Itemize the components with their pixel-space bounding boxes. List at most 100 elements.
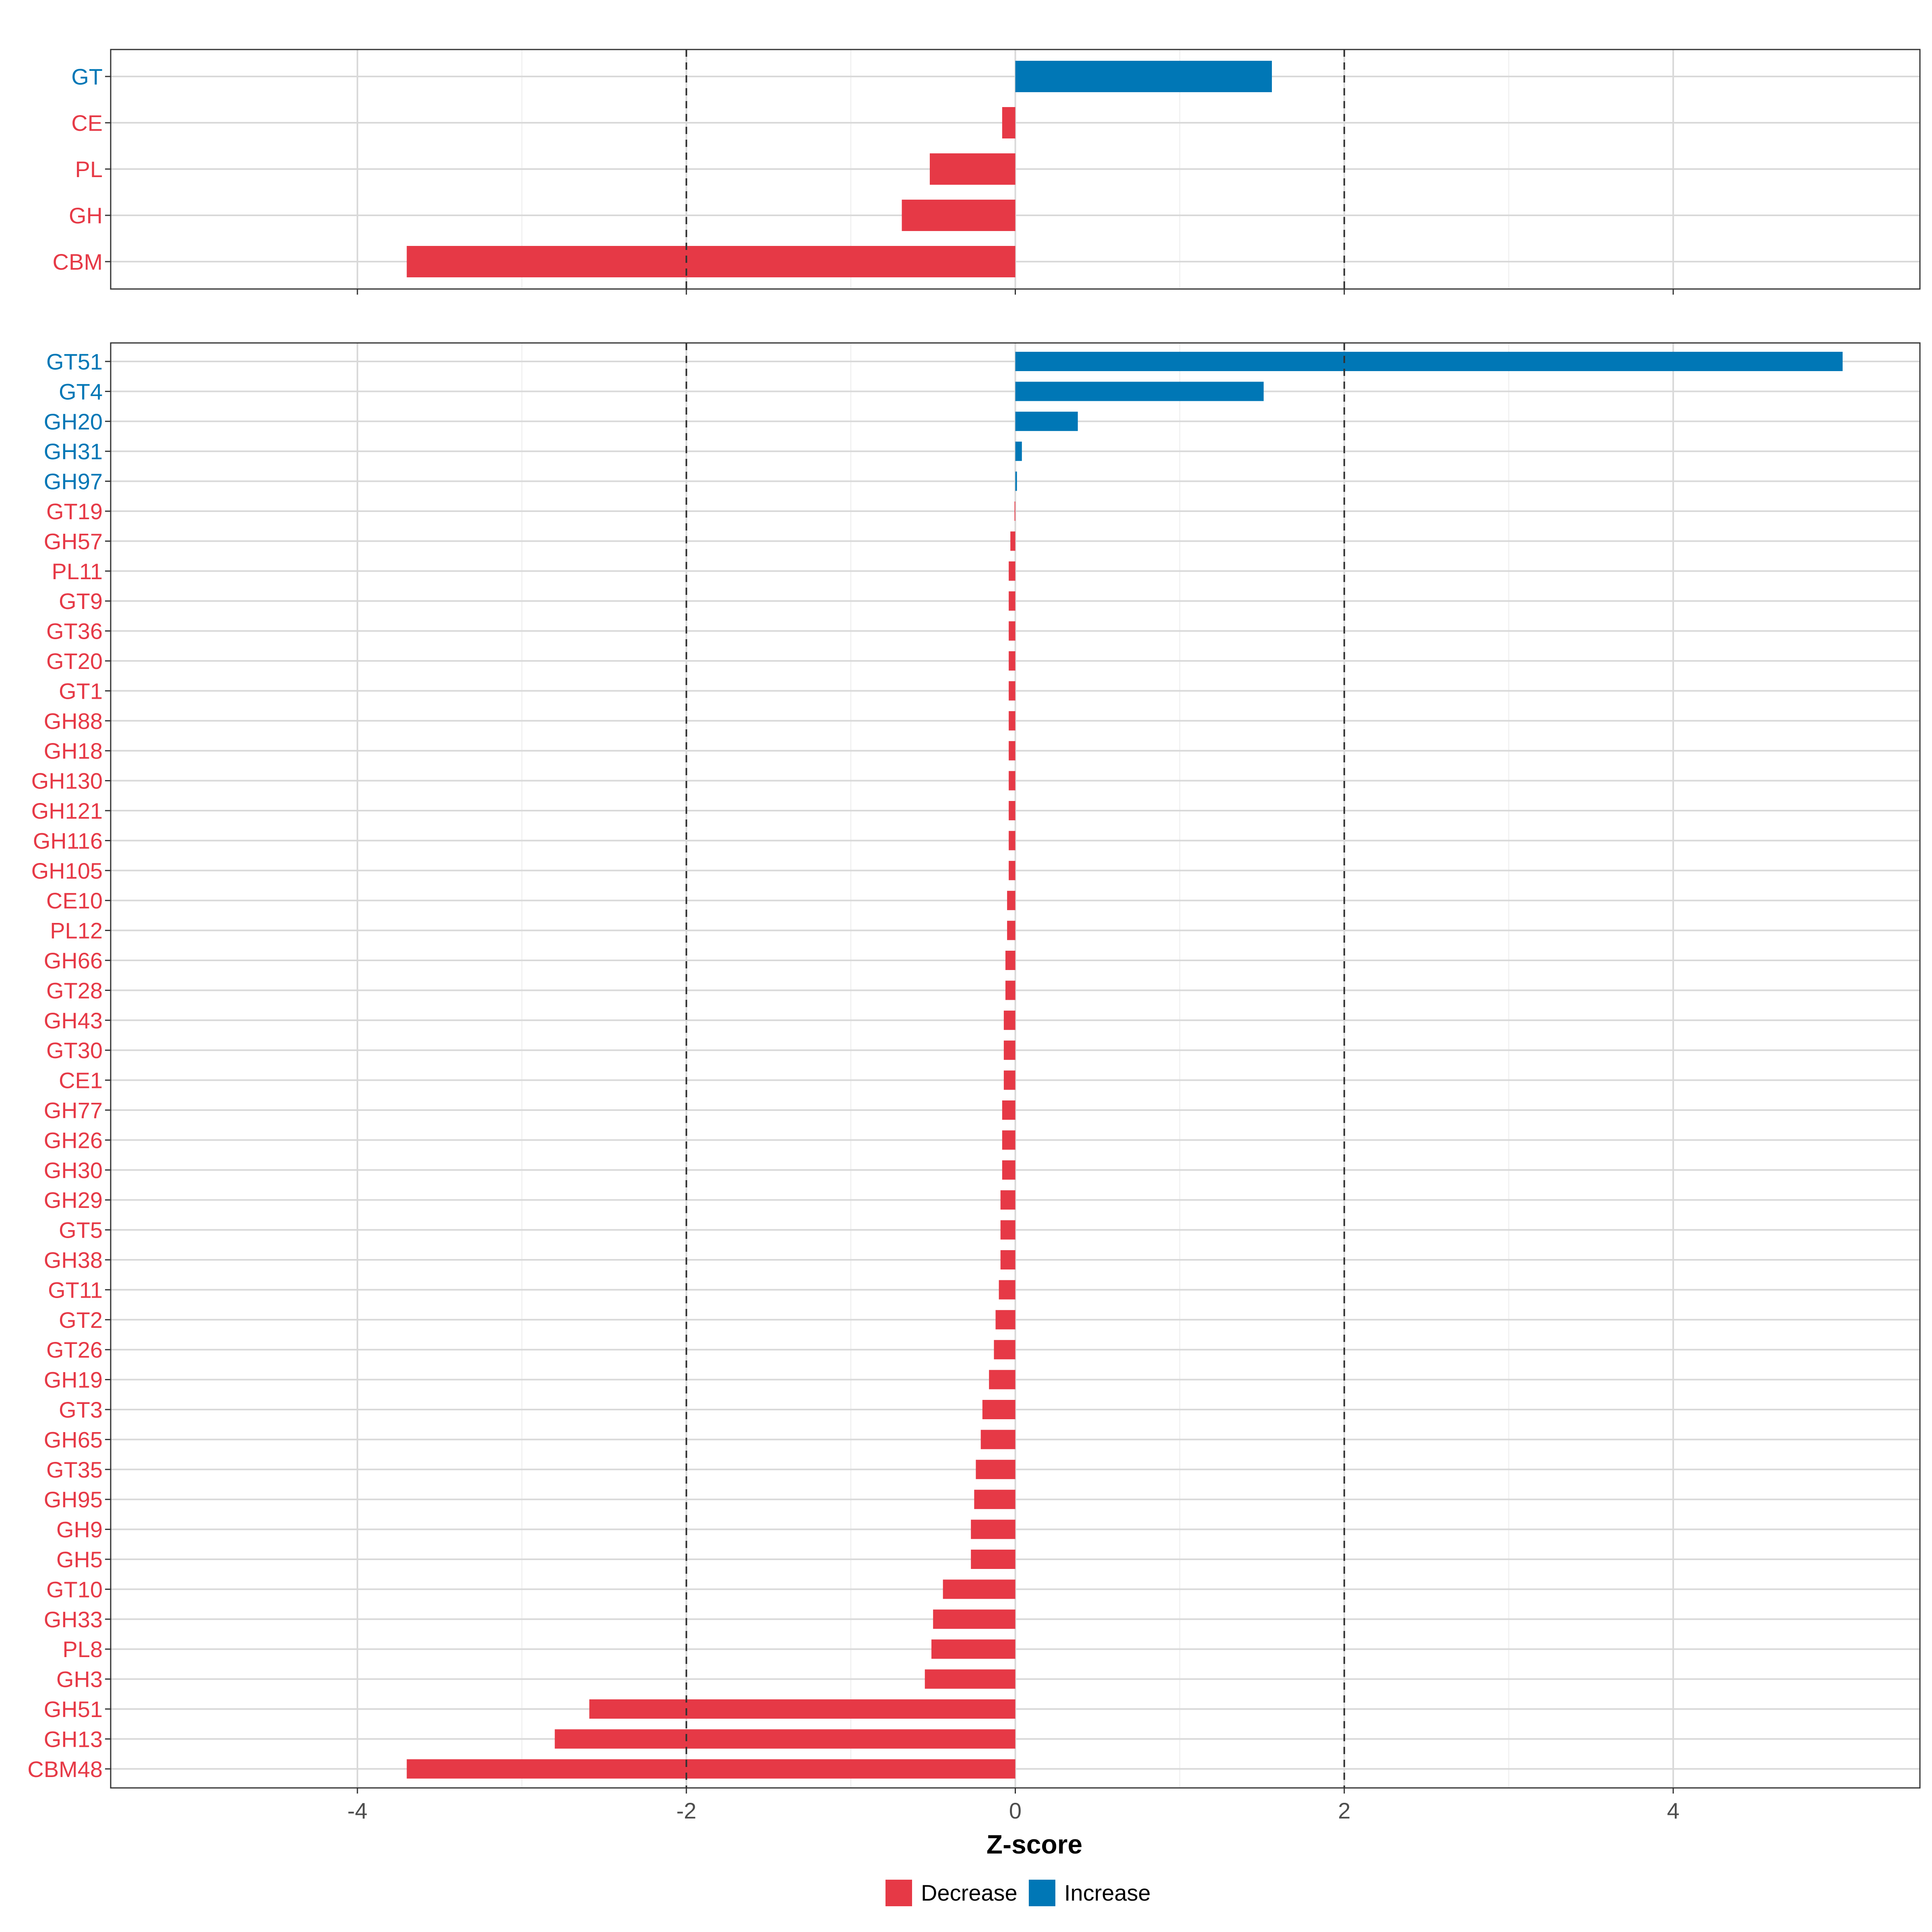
bottom-category-label: GH51 <box>44 1697 103 1722</box>
bottom-bar-gt28 <box>1005 980 1016 1000</box>
bottom-bar-gt35 <box>976 1459 1016 1479</box>
bottom-bar-gt3 <box>982 1400 1016 1419</box>
bottom-category-label: GH33 <box>44 1607 103 1632</box>
top-category-label: CBM <box>53 249 103 275</box>
x-tick-label: 2 <box>1338 1798 1350 1823</box>
bottom-bar-gh13 <box>555 1729 1016 1749</box>
x-tick-label: 4 <box>1667 1798 1679 1823</box>
bottom-category-label: GT30 <box>46 1038 103 1063</box>
top-category-label: PL <box>75 157 103 182</box>
bottom-category-label: PL12 <box>50 918 103 943</box>
bottom-bar-gh18 <box>1009 741 1016 761</box>
bottom-category-label: GH121 <box>31 798 103 824</box>
bottom-bar-gt36 <box>1009 621 1016 641</box>
bottom-bar-gh30 <box>1002 1160 1016 1180</box>
bottom-category-label: GT2 <box>59 1307 103 1333</box>
bottom-category-label: GH30 <box>44 1158 103 1183</box>
bottom-bar-gh116 <box>1009 831 1016 850</box>
bottom-category-label: GH57 <box>44 528 103 554</box>
bottom-bar-gh130 <box>1009 771 1016 791</box>
top-bar-pl <box>930 153 1016 185</box>
bottom-category-label: GT4 <box>59 379 103 404</box>
top-category-label: GT <box>71 64 103 89</box>
bottom-bar-gh19 <box>989 1370 1016 1389</box>
bottom-bar-ce1 <box>1003 1070 1016 1090</box>
bottom-category-label: GH29 <box>44 1187 103 1213</box>
bottom-category-label: GH130 <box>31 768 103 794</box>
bottom-category-label: GT35 <box>46 1457 103 1482</box>
bottom-category-label: GT36 <box>46 619 103 644</box>
bottom-bar-gt9 <box>1009 591 1016 611</box>
bottom-bar-gh97 <box>1015 471 1017 491</box>
bottom-bar-gt4 <box>1015 382 1264 401</box>
legend-swatch-increase <box>1029 1880 1055 1906</box>
bottom-bar-gt51 <box>1015 352 1843 371</box>
bottom-bar-gh57 <box>1010 531 1016 551</box>
bottom-bar-gh20 <box>1015 411 1078 431</box>
bottom-category-label: GT51 <box>46 349 103 374</box>
bottom-category-label: GT26 <box>46 1337 103 1362</box>
bottom-category-label: GH77 <box>44 1098 103 1123</box>
bottom-category-label: GT28 <box>46 978 103 1003</box>
legend-swatch-decrease <box>886 1880 912 1906</box>
bottom-category-label: GH18 <box>44 738 103 764</box>
bottom-bar-ce10 <box>1007 891 1016 910</box>
bottom-bar-gh95 <box>974 1490 1016 1509</box>
x-tick-label: 0 <box>1009 1798 1022 1823</box>
bottom-category-label: GT3 <box>59 1397 103 1422</box>
bottom-category-label: GT5 <box>59 1218 103 1243</box>
bottom-category-label: GT9 <box>59 588 103 614</box>
bottom-category-label: GT20 <box>46 648 103 674</box>
bottom-bar-gh43 <box>1003 1010 1016 1030</box>
bottom-bar-gh26 <box>1002 1130 1016 1150</box>
top-bar-gt <box>1015 61 1272 92</box>
bottom-category-label: GT19 <box>46 499 103 524</box>
bottom-category-label: GT1 <box>59 678 103 704</box>
bottom-category-label: CE1 <box>59 1068 103 1093</box>
bottom-category-label: CE10 <box>46 888 103 913</box>
bottom-bar-gh29 <box>1000 1190 1016 1210</box>
bottom-bar-gt1 <box>1009 681 1016 701</box>
bottom-bar-pl11 <box>1009 561 1016 581</box>
bottom-bar-gt10 <box>943 1579 1016 1599</box>
top-bar-gh <box>902 200 1016 231</box>
bottom-category-label: GT10 <box>46 1577 103 1602</box>
x-tick-label: -4 <box>347 1798 367 1823</box>
bottom-bar-gt2 <box>995 1310 1016 1329</box>
top-category-label: CE <box>71 110 103 136</box>
bottom-bar-gt30 <box>1003 1040 1016 1060</box>
bottom-category-label: PL8 <box>62 1637 103 1662</box>
bottom-bar-gt19 <box>1014 502 1016 521</box>
bottom-bar-gh121 <box>1009 801 1016 820</box>
bottom-category-label: GH105 <box>31 858 103 883</box>
bottom-category-label: GH3 <box>56 1667 103 1692</box>
x-axis-title: Z-score <box>987 1829 1082 1859</box>
bottom-category-label: GH31 <box>44 439 103 464</box>
x-axis: -4 -2 0 2 4 <box>347 1798 1680 1823</box>
bottom-category-label: GH97 <box>44 469 103 494</box>
bottom-bar-gh105 <box>1009 861 1016 880</box>
legend-label-decrease: Decrease <box>921 1880 1018 1905</box>
bottom-bar-gt11 <box>999 1280 1016 1300</box>
top-panel: GT CE PL GH CBM <box>53 49 1921 295</box>
legend: Decrease Increase <box>886 1880 1151 1906</box>
bottom-bar-gt5 <box>1000 1220 1016 1240</box>
bottom-bar-gt26 <box>994 1340 1016 1360</box>
bottom-bar-pl12 <box>1007 921 1016 940</box>
bottom-bar-gt20 <box>1009 651 1016 671</box>
legend-label-increase: Increase <box>1064 1880 1151 1905</box>
bottom-category-label: GH9 <box>56 1517 103 1542</box>
bottom-category-label: GH20 <box>44 409 103 434</box>
top-bar-cbm <box>407 246 1016 277</box>
bottom-category-label: GH66 <box>44 948 103 973</box>
bottom-category-label: GH38 <box>44 1247 103 1273</box>
bottom-category-label: GH88 <box>44 708 103 734</box>
bottom-category-label: GH95 <box>44 1487 103 1512</box>
x-tick-label: -2 <box>676 1798 696 1823</box>
bottom-category-label: GH65 <box>44 1427 103 1452</box>
bottom-bar-gh5 <box>971 1550 1016 1569</box>
bottom-bar-gh9 <box>971 1519 1016 1539</box>
top-bar-ce <box>1002 107 1016 138</box>
bottom-panel: GT51 GT4 GH20 GH31 GH97 GT19 GH57 PL11 GT9 GT36 GT… <box>27 342 1921 1794</box>
bottom-bar-gh33 <box>933 1609 1016 1629</box>
